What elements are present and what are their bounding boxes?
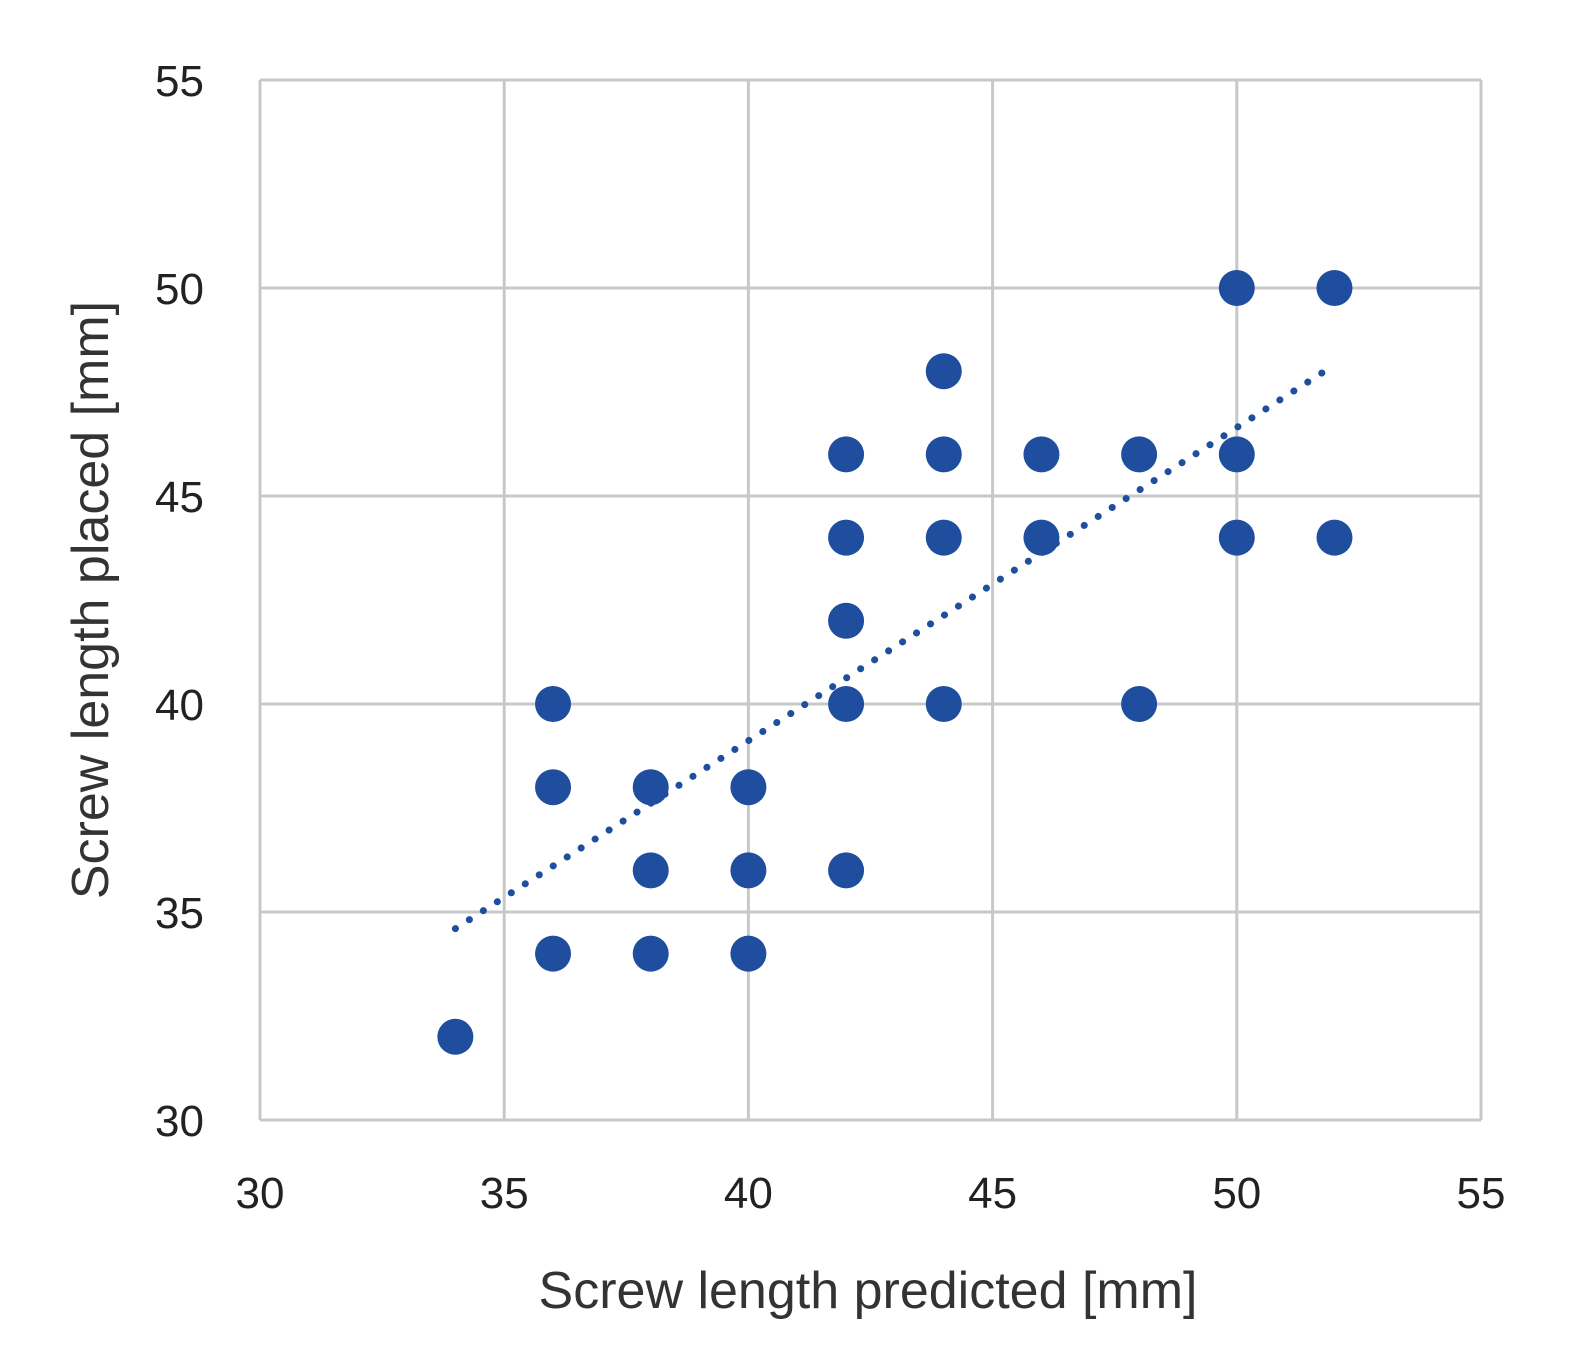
- data-point: [1218, 436, 1255, 473]
- data-point: [1218, 270, 1255, 306]
- data-point: [1218, 519, 1255, 556]
- data-point: [828, 602, 865, 639]
- data-point: [925, 436, 962, 473]
- x-tick-label: 35: [480, 1169, 529, 1218]
- data-point: [730, 852, 767, 889]
- x-tick-label: 55: [1457, 1169, 1506, 1218]
- trendline-layer: [451, 367, 1329, 933]
- data-point: [437, 1018, 474, 1055]
- data-point: [925, 519, 962, 556]
- data-point: [535, 935, 572, 972]
- data-point: [632, 852, 669, 889]
- data-point: [1316, 519, 1353, 556]
- data-point: [1121, 686, 1158, 722]
- y-tick-label: 55: [155, 57, 204, 106]
- data-point: [828, 436, 865, 473]
- data-point: [730, 935, 767, 972]
- data-point: [925, 353, 962, 390]
- data-point: [535, 686, 572, 722]
- data-point: [1316, 270, 1353, 306]
- data-point: [1121, 436, 1158, 473]
- gridlines: [258, 78, 1483, 1122]
- y-tick-label: 40: [155, 681, 204, 730]
- x-axis-title: Screw length predicted [mm]: [539, 1262, 1198, 1320]
- data-point: [632, 935, 669, 972]
- x-tick-label: 40: [724, 1169, 773, 1218]
- data-point: [1023, 519, 1060, 556]
- data-points: [437, 270, 1353, 1055]
- y-tick-label: 50: [155, 265, 204, 314]
- data-point: [828, 519, 865, 556]
- data-point: [535, 769, 572, 806]
- tick-labels: 30 35 40 45 50 55 30 35 40 45 50 55: [155, 57, 1505, 1218]
- trendline: [451, 367, 1329, 933]
- data-point: [1023, 436, 1060, 473]
- y-tick-label: 35: [155, 889, 204, 938]
- y-tick-label: 45: [155, 473, 204, 522]
- data-point: [828, 686, 865, 722]
- data-point: [730, 769, 767, 806]
- data-point: [925, 686, 962, 722]
- x-tick-label: 50: [1212, 1169, 1261, 1218]
- y-axis-title: Screw length placed [mm]: [62, 301, 120, 899]
- y-tick-label: 30: [155, 1097, 204, 1146]
- x-tick-label: 45: [968, 1169, 1017, 1218]
- x-tick-label: 30: [236, 1169, 285, 1218]
- data-point: [632, 769, 669, 806]
- data-point: [828, 852, 865, 889]
